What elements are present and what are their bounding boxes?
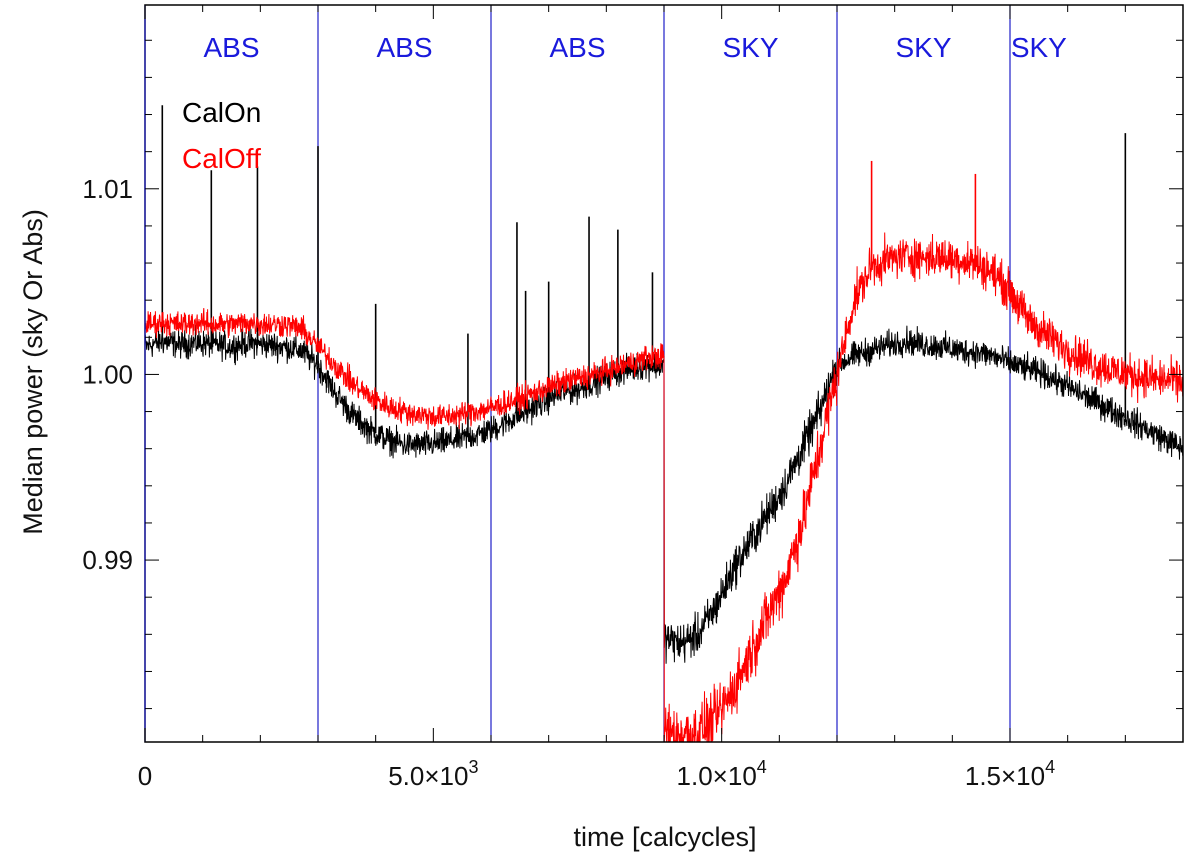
segment-label: SKY — [1011, 32, 1067, 63]
y-tick-label: 1.00 — [82, 359, 133, 389]
series-caloff — [145, 160, 1183, 742]
y-axis-ticks: 0.99 1.00 1.01 — [82, 39, 1183, 710]
segment-label: ABS — [376, 32, 432, 63]
y-tick-label: 1.01 — [82, 174, 133, 204]
x-axis-label: time [calcycles] — [573, 822, 756, 852]
legend-entry-caloff: CalOff — [182, 143, 261, 174]
segment-label: SKY — [722, 32, 778, 63]
segment-label: ABS — [203, 32, 259, 63]
x-tick-label: 0 — [138, 761, 152, 791]
series-layer — [145, 105, 1183, 742]
x-axis-ticks: 0 5.0×103 1.0×104 1.5×104 — [138, 5, 1184, 791]
series-line-caloff — [145, 232, 1183, 742]
segment-label: ABS — [549, 32, 605, 63]
y-tick-label: 0.99 — [82, 545, 133, 575]
y-axis-label: Median power (sky Or Abs) — [18, 209, 48, 535]
segment-label: SKY — [895, 32, 951, 63]
x-tick-label: 1.5×104 — [965, 757, 1055, 791]
segment-labels: ABS ABS ABS SKY SKY SKY — [203, 32, 1067, 63]
x-tick-label: 5.0×103 — [388, 757, 478, 791]
legend: CalOn CalOff — [182, 97, 261, 174]
legend-entry-calon: CalOn — [182, 97, 261, 128]
x-tick-label: 1.0×104 — [677, 757, 767, 791]
